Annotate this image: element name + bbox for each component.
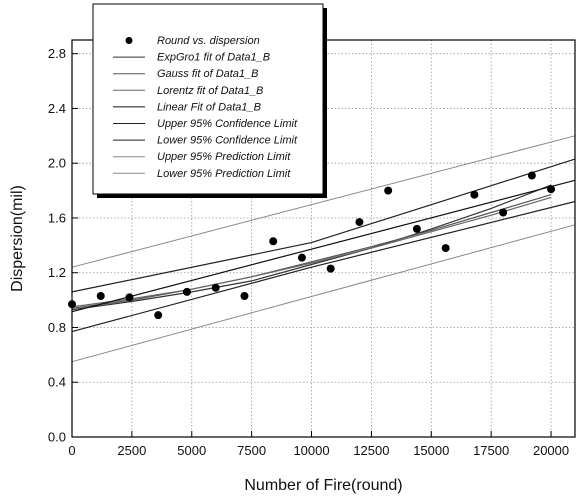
legend-label: Linear Fit of Data1_B (157, 101, 261, 113)
data-point (211, 283, 220, 292)
tick-labels: 0 2500 5000 7500 10000 12500 15000 17500 20000 0.… (48, 46, 569, 458)
series-line-8 (71, 224, 576, 363)
series-lines (71, 135, 576, 363)
legend-label: Upper 95% Prediction Limit (157, 151, 291, 163)
series-line-4 (71, 179, 576, 313)
legend-label: Lorentz fit of Data1_B (157, 85, 263, 97)
x-tick-label: 12500 (353, 443, 389, 458)
data-point (125, 293, 134, 302)
y-tick-label: 1.6 (48, 210, 66, 225)
data-point (527, 171, 536, 180)
legend-label: Lower 95% Confidence Limit (157, 135, 298, 147)
data-point (384, 186, 393, 195)
x-tick-label: 2500 (117, 443, 146, 458)
legend-box (92, 3, 324, 195)
x-tick-label: 0 (68, 443, 75, 458)
series-line-2 (71, 194, 552, 309)
y-tick-label: 2.0 (48, 156, 66, 171)
series-line-3 (71, 196, 552, 308)
data-point (326, 264, 335, 273)
legend-label: Lower 95% Prediction Limit (157, 168, 291, 180)
data-point (499, 208, 508, 217)
data-point (355, 218, 364, 227)
legend-label: ExpGro1 fit of Data1_B (157, 52, 270, 64)
y-tick-label: 0.8 (48, 320, 66, 335)
ticks (71, 53, 552, 438)
y-tick-label: 2.4 (48, 101, 66, 116)
legend-label: Upper 95% Confidence Limit (157, 118, 298, 130)
legend-label: Round vs. dispersion (157, 35, 260, 47)
series-line-7 (71, 135, 576, 268)
data-point (441, 244, 450, 253)
x-axis-title: Number of Fire(round) (244, 477, 402, 494)
data-point (240, 291, 249, 300)
x-tick-label: 15000 (413, 443, 449, 458)
data-point (547, 185, 556, 194)
series-line-6 (71, 200, 576, 333)
y-tick-label: 2.8 (48, 46, 66, 61)
data-point (96, 291, 105, 300)
series-line-5 (71, 158, 576, 293)
x-tick-label: 5000 (177, 443, 206, 458)
y-axis-title: Dispersion(mil) (9, 185, 26, 292)
data-point (182, 287, 191, 296)
data-point (269, 237, 278, 246)
legend-marker (125, 37, 133, 44)
data-point (412, 224, 421, 233)
data-point (154, 311, 163, 320)
legend: Round vs. dispersion ExpGro1 fit of Data1… (92, 3, 327, 198)
x-tick-label: 7500 (237, 443, 266, 458)
x-tick-label: 20000 (533, 443, 569, 458)
data-point (470, 190, 479, 199)
data-point (297, 253, 306, 262)
series-line-1 (71, 184, 552, 311)
x-tick-label: 10000 (293, 443, 329, 458)
x-tick-label: 17500 (473, 443, 509, 458)
legend-label: Gauss fit of Data1_B (157, 68, 259, 80)
y-tick-label: 0.4 (48, 375, 66, 390)
y-tick-label: 1.2 (48, 265, 66, 280)
y-tick-label: 0.0 (48, 430, 66, 445)
